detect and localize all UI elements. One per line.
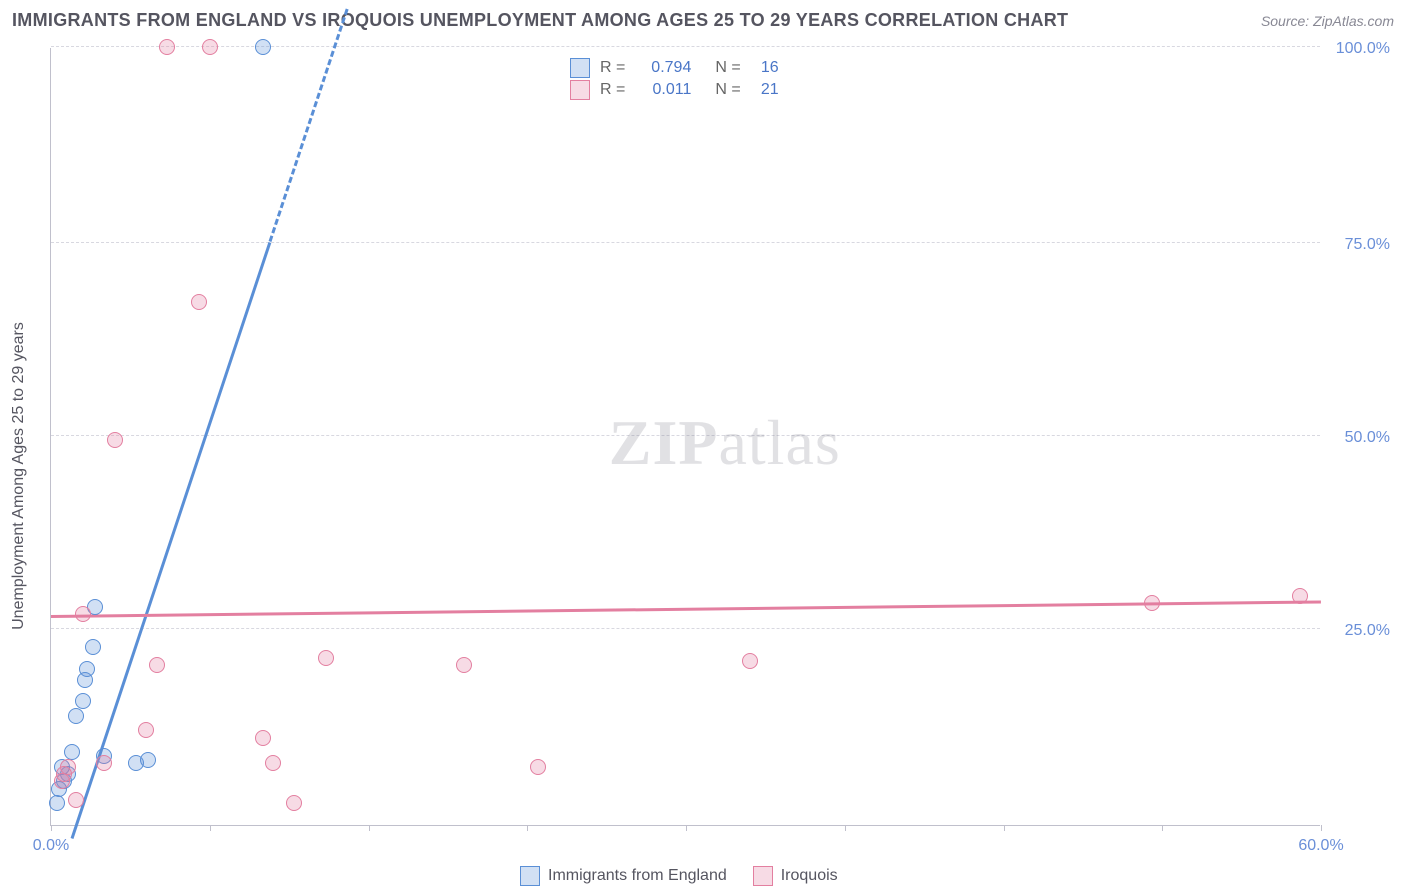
legend-n-label: N = [715, 59, 740, 77]
legend-n-value: 16 [751, 59, 779, 77]
x-tick [527, 825, 528, 831]
data-point [75, 693, 91, 709]
x-tick [1321, 825, 1322, 831]
y-tick-label: 75.0% [1345, 236, 1390, 254]
data-point [456, 657, 472, 673]
gridline [51, 242, 1320, 243]
series-legend: Immigrants from England Iroquois [520, 866, 838, 886]
data-point [79, 661, 95, 677]
data-point [96, 755, 112, 771]
data-point [68, 708, 84, 724]
legend-n-label: N = [715, 81, 740, 99]
x-tick [1004, 825, 1005, 831]
chart-title: IMMIGRANTS FROM ENGLAND VS IROQUOIS UNEM… [12, 10, 1068, 31]
data-point [149, 657, 165, 673]
data-point [68, 792, 84, 808]
y-tick-label: 25.0% [1345, 622, 1390, 640]
legend-swatch [570, 58, 590, 78]
data-point [107, 432, 123, 448]
plot-area: 25.0%50.0%75.0%100.0%0.0%60.0% [50, 48, 1320, 826]
legend-r-label: R = [600, 81, 625, 99]
legend-row: R = 0.011 N = 21 [570, 80, 779, 100]
legend-item: Immigrants from England [520, 866, 727, 886]
legend-n-value: 21 [751, 81, 779, 99]
data-point [255, 730, 271, 746]
title-bar: IMMIGRANTS FROM ENGLAND VS IROQUOIS UNEM… [12, 10, 1394, 31]
correlation-legend: R = 0.794 N = 16 R = 0.011 N = 21 [570, 58, 779, 102]
legend-row: R = 0.794 N = 16 [570, 58, 779, 78]
trend-line [51, 600, 1321, 618]
legend-swatch [570, 80, 590, 100]
legend-item: Iroquois [753, 866, 838, 886]
data-point [140, 752, 156, 768]
legend-r-value: 0.011 [635, 81, 691, 99]
data-point [159, 39, 175, 55]
data-point [202, 39, 218, 55]
legend-swatch [753, 866, 773, 886]
trend-line [269, 9, 349, 243]
x-tick [210, 825, 211, 831]
y-tick-label: 50.0% [1345, 429, 1390, 447]
data-point [286, 795, 302, 811]
data-point [265, 755, 281, 771]
data-point [530, 759, 546, 775]
legend-r-value: 0.794 [635, 59, 691, 77]
x-tick-label: 0.0% [33, 837, 69, 855]
y-tick-label: 100.0% [1336, 40, 1390, 58]
data-point [1144, 595, 1160, 611]
legend-series-label: Immigrants from England [548, 867, 727, 885]
x-tick [369, 825, 370, 831]
gridline [51, 435, 1320, 436]
data-point [138, 722, 154, 738]
x-tick [686, 825, 687, 831]
x-tick [1162, 825, 1163, 831]
source-label: Source: ZipAtlas.com [1261, 13, 1394, 29]
legend-series-label: Iroquois [781, 867, 838, 885]
data-point [255, 39, 271, 55]
data-point [1292, 588, 1308, 604]
data-point [49, 795, 65, 811]
gridline [51, 628, 1320, 629]
data-point [85, 639, 101, 655]
x-tick [845, 825, 846, 831]
gridline [51, 46, 1320, 47]
data-point [742, 653, 758, 669]
x-tick [51, 825, 52, 831]
legend-r-label: R = [600, 59, 625, 77]
data-point [60, 759, 76, 775]
data-point [318, 650, 334, 666]
data-point [191, 294, 207, 310]
y-axis-title: Unemployment Among Ages 25 to 29 years [10, 322, 28, 630]
legend-swatch [520, 866, 540, 886]
x-tick-label: 60.0% [1298, 837, 1343, 855]
data-point [75, 606, 91, 622]
